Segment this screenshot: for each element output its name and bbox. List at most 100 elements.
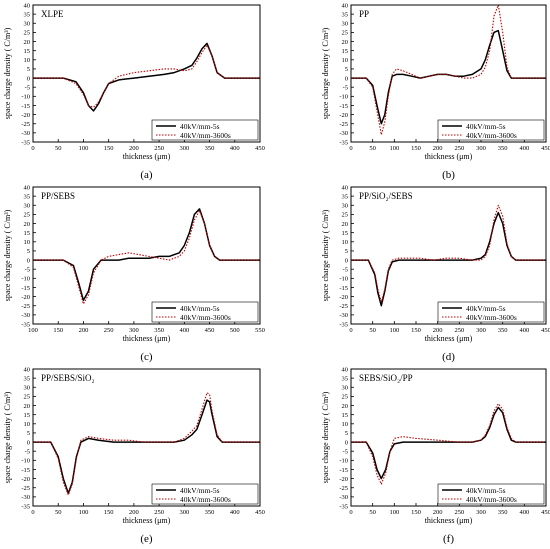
x-tick-label: 100	[389, 509, 399, 516]
y-tick-label: 35	[24, 193, 31, 200]
legend-label: 40kV/mm-5s	[466, 122, 506, 131]
x-tick-label: 450	[255, 509, 265, 516]
y-tick-label: -20	[339, 476, 348, 483]
y-tick-label: 40	[342, 184, 349, 191]
y-tick-label: -10	[339, 94, 348, 101]
y-tick-label: 30	[24, 385, 31, 392]
x-tick-label: 400	[179, 327, 189, 334]
panel-label: (b)	[442, 169, 455, 181]
y-tick-label: 25	[24, 30, 31, 37]
x-tick-label: 500	[230, 327, 240, 334]
chart-title: XLPE	[41, 9, 64, 19]
plot-frame	[350, 186, 547, 325]
y-tick-label: 25	[342, 212, 349, 219]
y-tick-label: 10	[24, 421, 31, 428]
y-tick-label: 15	[24, 412, 31, 419]
y-tick-label: -15	[339, 103, 348, 110]
y-tick-label: -30	[339, 494, 348, 501]
x-tick-label: 0	[349, 145, 352, 152]
x-tick-label: 450	[541, 145, 550, 152]
y-axis-label: space charge density ( C/m³)	[321, 391, 330, 483]
y-tick-label: 30	[342, 203, 349, 210]
legend-label: 40kV/mm-3600s	[180, 131, 231, 140]
x-tick-label: 350	[498, 509, 508, 516]
y-axis-label: space charge density ( C/m³)	[3, 27, 12, 119]
series-line	[33, 210, 260, 305]
y-tick-label: 30	[24, 203, 31, 210]
x-tick-label: 200	[129, 145, 139, 152]
y-tick-label: 25	[342, 30, 349, 37]
y-tick-label: -25	[339, 485, 348, 492]
y-tick-label: 35	[342, 375, 349, 382]
x-tick-label: 300	[476, 327, 486, 334]
y-tick-label: -35	[339, 321, 348, 328]
y-tick-label: 5	[27, 430, 30, 437]
x-tick-label: 400	[519, 509, 529, 516]
legend-box	[437, 301, 545, 323]
y-tick-label: 5	[345, 248, 348, 255]
y-tick-label: 0	[345, 439, 348, 446]
y-tick-label: -5	[343, 85, 348, 92]
y-tick-label: -5	[343, 449, 348, 456]
y-tick-label: 5	[345, 66, 348, 73]
x-tick-label: 300	[476, 509, 486, 516]
y-tick-label: 10	[342, 57, 349, 64]
y-axis-label: space charge density ( C/m³)	[3, 391, 12, 483]
y-tick-label: 10	[24, 57, 31, 64]
y-axis-label: space charge density ( C/m³)	[321, 27, 330, 119]
series-line	[33, 392, 260, 496]
x-tick-label: 150	[104, 145, 114, 152]
x-tick-label: 350	[154, 327, 164, 334]
y-tick-label: -15	[21, 467, 30, 474]
chart-title: PP	[359, 9, 369, 19]
x-tick-label: 50	[55, 509, 62, 516]
x-tick-label: 150	[411, 145, 421, 152]
x-tick-label: 300	[179, 509, 189, 516]
x-tick-label: 150	[104, 509, 114, 516]
plot-frame	[32, 368, 261, 507]
x-tick-label: 200	[79, 327, 89, 334]
y-tick-label: 5	[27, 66, 30, 73]
x-tick-label: 550	[255, 327, 265, 334]
x-tick-label: 450	[255, 145, 265, 152]
y-tick-label: 0	[345, 75, 348, 82]
legend-label: 40kV/mm-5s	[180, 304, 220, 313]
legend-label: 40kV/mm-3600s	[466, 131, 517, 140]
x-axis-label: thickness (μm)	[425, 516, 473, 525]
x-tick-label: 250	[454, 145, 464, 152]
x-tick-label: 100	[28, 327, 38, 334]
y-tick-label: -15	[21, 103, 30, 110]
legend-label: 40kV/mm-5s	[180, 486, 220, 495]
legend-label: 40kV/mm-3600s	[180, 495, 231, 504]
y-tick-label: -20	[21, 112, 30, 119]
x-tick-label: 400	[519, 327, 529, 334]
y-tick-label: -15	[339, 285, 348, 292]
series-line	[351, 29, 546, 125]
y-tick-label: -25	[21, 485, 30, 492]
y-tick-label: 35	[24, 11, 31, 18]
y-tick-label: -5	[25, 267, 30, 274]
y-tick-label: -25	[21, 121, 30, 128]
y-tick-label: 40	[342, 2, 349, 9]
y-tick-label: -30	[339, 312, 348, 319]
x-axis-label: thickness (μm)	[425, 152, 473, 161]
y-tick-label: 20	[24, 403, 31, 410]
y-tick-label: 40	[24, 2, 31, 9]
y-tick-label: -25	[21, 303, 30, 310]
y-tick-label: 0	[27, 75, 30, 82]
y-axis-label: space charge density ( C/m³)	[3, 209, 12, 301]
x-tick-label: 350	[205, 145, 215, 152]
series-line	[33, 399, 260, 494]
x-tick-label: 150	[53, 327, 63, 334]
series-line	[351, 211, 546, 307]
y-tick-label: 5	[345, 430, 348, 437]
y-tick-label: 10	[342, 239, 349, 246]
x-tick-label: 200	[129, 509, 139, 516]
y-tick-label: 15	[24, 230, 31, 237]
x-tick-label: 50	[55, 145, 62, 152]
y-tick-label: -15	[339, 467, 348, 474]
